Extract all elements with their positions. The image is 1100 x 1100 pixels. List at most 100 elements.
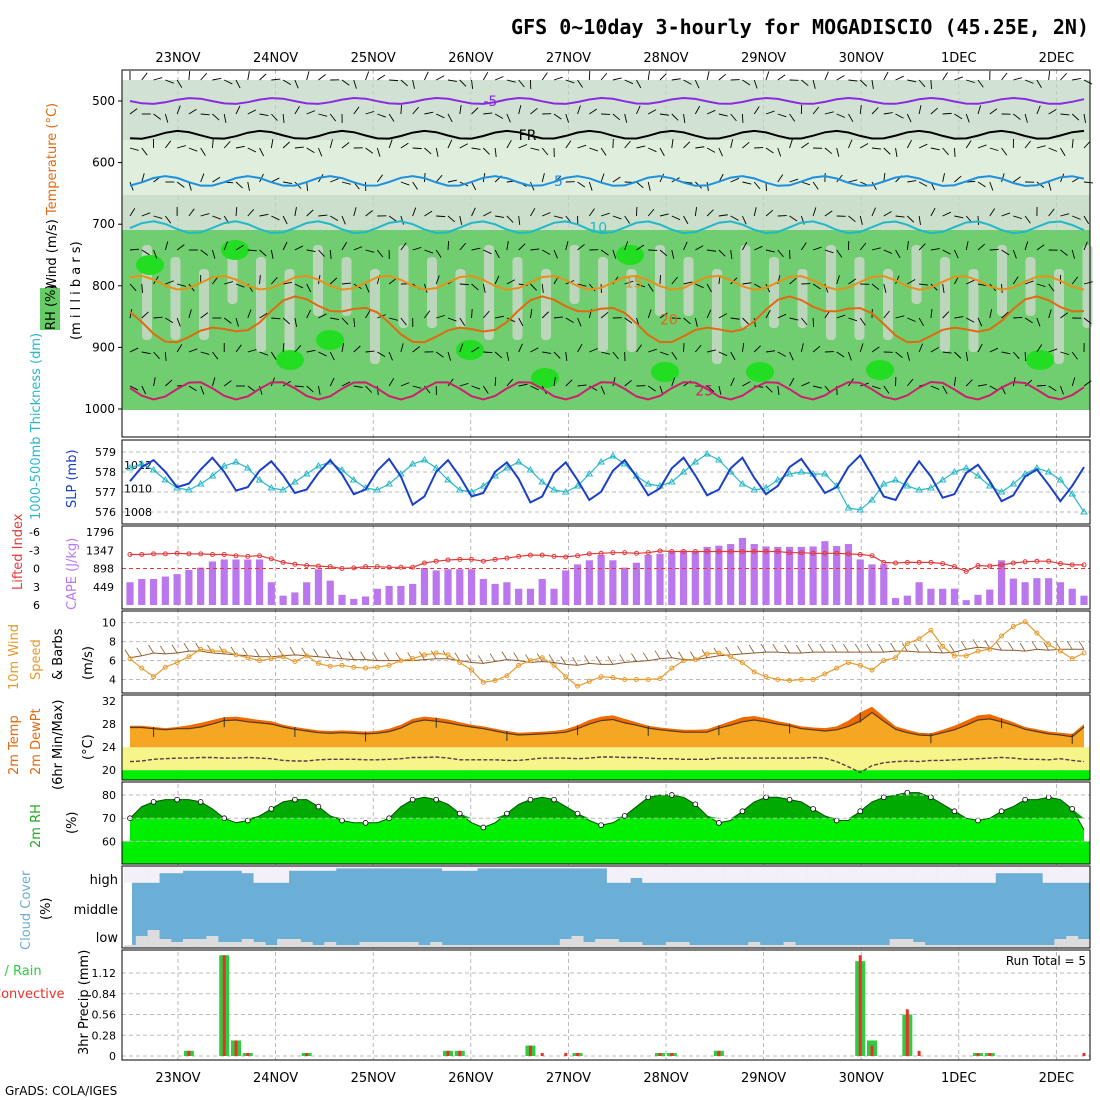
- wind-barb: [1055, 640, 1061, 650]
- wind-barb: [906, 351, 910, 361]
- wind-ylabel-part: & Barbs: [51, 628, 66, 680]
- wind-barb: [400, 79, 408, 87]
- wind-barb: [718, 249, 726, 257]
- wind-barb: [553, 113, 562, 120]
- wind-speed-point: [940, 643, 946, 649]
- rh-dry-patch: [199, 269, 209, 340]
- wind-barb: [730, 249, 733, 259]
- thickness-point: [997, 488, 1006, 495]
- wind-speed-point: [1057, 648, 1063, 654]
- wind-barb: [141, 249, 150, 256]
- rh-moist-patch: [136, 255, 164, 275]
- cloud-high-gap: [324, 866, 337, 871]
- wind-barb: [777, 351, 786, 357]
- cloud-low-bar: [1019, 945, 1032, 948]
- wind-barb: [247, 109, 257, 115]
- y-tick-label: 20: [102, 764, 116, 777]
- x-tick-label-top: 26NOV: [448, 51, 493, 66]
- wind-speed-point: [398, 658, 404, 664]
- wind-barb: [706, 309, 712, 319]
- wind-barb: [895, 249, 901, 259]
- wind-barb: [647, 385, 656, 392]
- wind-barb: [235, 181, 243, 189]
- wind-barb: [376, 249, 384, 258]
- wind-barb: [188, 385, 197, 392]
- wind-barb: [753, 345, 761, 353]
- wind-barb: [513, 652, 520, 661]
- cloud-high-gap: [371, 866, 384, 869]
- x-tick-label-top: 29NOV: [741, 51, 786, 66]
- cloud-low-bar: [206, 936, 219, 948]
- wind-barb: [141, 173, 145, 183]
- cape-bar: [609, 560, 617, 605]
- wind-barb: [772, 643, 779, 653]
- isotherm-line: [129, 175, 1085, 187]
- thickness-point: [1009, 480, 1018, 487]
- wind-barb: [765, 71, 770, 81]
- cloud-low-bar: [336, 945, 348, 948]
- cloud-high-gap: [1019, 866, 1032, 874]
- wind-speed-point: [810, 677, 816, 683]
- wind-barb: [341, 142, 350, 149]
- thickness-point: [467, 488, 476, 495]
- y-tick-label: 0.56: [92, 1009, 117, 1022]
- thickness-point: [715, 456, 723, 463]
- wind-barb: [1024, 241, 1029, 251]
- wind-barb: [212, 176, 221, 183]
- wind-barb: [223, 317, 232, 324]
- x-tick-label-bottom: 30NOV: [839, 1071, 884, 1086]
- wind-barb: [577, 79, 583, 88]
- cloud-high-gap: [854, 866, 867, 883]
- wind-barb: [506, 378, 514, 387]
- wind-speed-point: [834, 665, 840, 671]
- cloud-low-bar: [995, 945, 1008, 948]
- wind-barb: [1001, 173, 1005, 183]
- x-tick-label-bottom: 25NOV: [351, 1071, 396, 1086]
- wind-barb: [471, 147, 481, 150]
- wind-barb: [636, 145, 646, 149]
- cloud-low-bar: [595, 939, 608, 948]
- thickness-point: [314, 462, 323, 469]
- wind-barb: [223, 380, 232, 387]
- wind-barb: [671, 377, 676, 387]
- precip-convective-bar: [870, 1045, 874, 1056]
- wind-barb: [494, 351, 503, 359]
- x-tick-label-top: 28NOV: [643, 51, 688, 66]
- wind-barb: [200, 312, 209, 319]
- wind-barb: [730, 351, 736, 361]
- rh-point: [716, 820, 722, 826]
- thickness-point: [1056, 476, 1065, 483]
- wind-barb: [742, 241, 748, 251]
- wind-barb: [176, 344, 183, 353]
- wind-barb: [353, 345, 361, 353]
- lifted-index-point: [292, 561, 298, 567]
- wind-barb: [624, 79, 634, 85]
- wind-barb: [270, 351, 277, 360]
- wind-barb: [789, 215, 798, 222]
- lifted-index-point: [457, 556, 463, 562]
- wind-barb: [930, 107, 938, 115]
- wind-barb: [176, 283, 186, 287]
- wind-barb: [200, 385, 205, 395]
- wind-barb: [895, 275, 900, 285]
- wind-barb: [918, 215, 921, 225]
- wind-barb: [165, 379, 173, 387]
- wind-barb: [795, 644, 802, 654]
- wind-barb: [223, 141, 231, 149]
- cape-bar: [444, 569, 452, 605]
- y-tick-label: -3: [29, 544, 40, 557]
- wind-barb: [1001, 311, 1009, 319]
- wind-barb: [636, 79, 642, 89]
- wind-barb: [859, 79, 868, 87]
- lifted-ylabel: Lifted Index: [11, 513, 26, 590]
- cape-bar: [1068, 588, 1076, 605]
- wind-barb: [518, 343, 523, 353]
- wind-speed-point: [645, 677, 651, 683]
- cape-bar: [715, 545, 723, 605]
- wind-barb: [459, 79, 467, 87]
- wind-barb: [518, 144, 528, 149]
- wind-barb: [400, 317, 407, 326]
- cloud-low-bar: [818, 945, 831, 948]
- cloud-high-gap: [147, 866, 160, 883]
